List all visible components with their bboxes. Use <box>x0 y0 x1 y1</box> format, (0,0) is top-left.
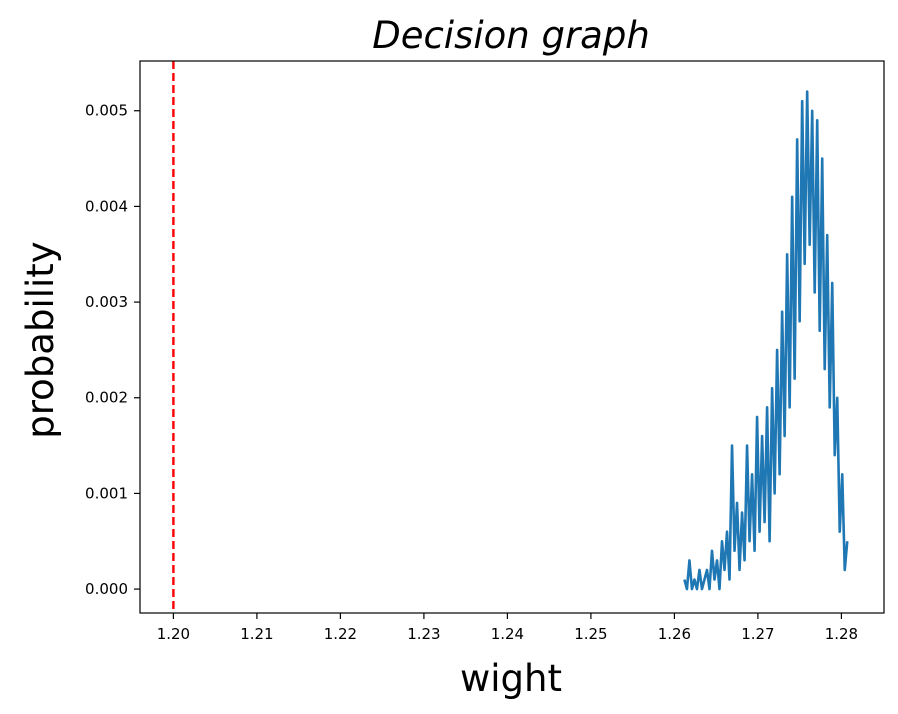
axes-frame <box>139 60 885 614</box>
x-tick-label: 1.23 <box>407 625 440 643</box>
x-tick-label: 1.27 <box>741 625 774 643</box>
y-axis-label: probability <box>19 241 62 438</box>
plot-area: 1.20 1.21 1.22 1.23 1.24 1.25 1.26 1.27 1.28 0.00… <box>85 60 885 643</box>
x-tick-label: 1.24 <box>491 625 524 643</box>
y-tick-label: 0.000 <box>85 580 128 598</box>
y-tick-label: 0.001 <box>85 484 128 502</box>
chart-title: Decision graph <box>372 14 650 57</box>
x-tick-label: 1.22 <box>324 625 357 643</box>
series-line-0 <box>683 90 849 591</box>
x-tick-label: 1.28 <box>825 625 858 643</box>
x-tick-label: 1.25 <box>574 625 607 643</box>
y-tick-label: 0.004 <box>85 197 128 215</box>
x-tick-label: 1.21 <box>240 625 273 643</box>
x-tick-label: 1.20 <box>157 625 190 643</box>
y-tick-label: 0.002 <box>85 389 128 407</box>
y-tick-label: 0.005 <box>85 102 128 120</box>
x-axis-label: wight <box>460 657 562 700</box>
y-tick-label: 0.003 <box>85 293 128 311</box>
x-tick-label: 1.26 <box>658 625 691 643</box>
